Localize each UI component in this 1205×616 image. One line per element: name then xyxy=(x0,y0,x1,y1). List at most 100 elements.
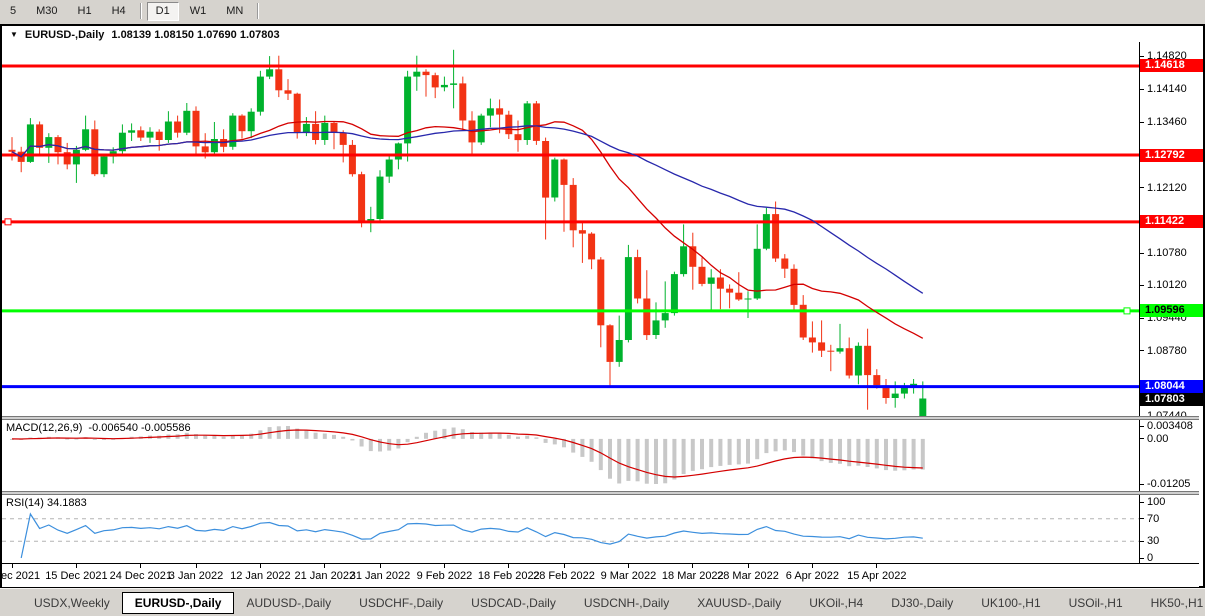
date-label: 9 Feb 2022 xyxy=(416,570,473,582)
price-chart-pane xyxy=(2,49,1139,417)
axis-tick xyxy=(1140,501,1144,503)
rsi-indicator-pane xyxy=(2,512,1139,559)
rsi-name-value: RSI(14) 34.1883 xyxy=(6,497,87,509)
axis-tick xyxy=(1140,438,1144,440)
pane-separator[interactable] xyxy=(2,491,1199,495)
symbol-tabbar: USDX,Weekly EURUSD-,Daily AUDUSD-,Daily USD… xyxy=(0,588,1205,616)
axis-tick xyxy=(1140,88,1144,90)
date-label: 6 Apr 2022 xyxy=(785,570,839,582)
price-tick-label: 1.14820 xyxy=(1147,50,1187,63)
price-line-badge: 1.11422 xyxy=(1140,215,1203,229)
date-tick xyxy=(876,564,878,568)
date-tick xyxy=(508,564,510,568)
tab-ukoil-h4[interactable]: UKOil-,H4 xyxy=(809,595,864,610)
date-tick xyxy=(811,564,813,568)
timeframe-button-h1[interactable]: H1 xyxy=(77,4,92,17)
timeframe-button-w1[interactable]: W1 xyxy=(189,4,207,17)
date-label: 24 Dec 2021 xyxy=(109,570,172,582)
timeframe-toolbar: 5 M30 H1 H4 D1 W1 MN xyxy=(0,0,1205,22)
axis-tick xyxy=(1140,350,1144,352)
price-line-badge: 1.09596 xyxy=(1140,304,1203,318)
hline-handle[interactable] xyxy=(1123,307,1131,315)
axis-tick xyxy=(1140,284,1144,286)
rsi-label: RSI(14) 34.1883 xyxy=(6,497,87,509)
ma-line-45 xyxy=(11,125,924,294)
timeframe-button-h4[interactable]: H4 xyxy=(111,4,126,17)
tab-uk100-h1[interactable]: UK100-,H1 xyxy=(981,595,1041,610)
price-tick-label: 1.13460 xyxy=(1147,116,1187,129)
date-label: 15 Apr 2022 xyxy=(847,570,907,582)
rsi-axis-label: 0 xyxy=(1147,552,1154,564)
date-label: 3 Jan 2022 xyxy=(168,570,224,582)
timeframe-button-m30[interactable]: M30 xyxy=(36,4,58,17)
tab-audusd-daily[interactable]: AUDUSD-,Daily xyxy=(246,595,332,610)
date-tick xyxy=(259,564,261,568)
axis-tick xyxy=(1140,252,1144,254)
rsi-axis-label: 30 xyxy=(1147,535,1160,548)
tab-usdcnh-daily[interactable]: USDCNH-,Daily xyxy=(583,595,670,610)
price-tick-label: 1.12120 xyxy=(1147,181,1187,194)
date-tick xyxy=(324,564,326,568)
macd-indicator-pane xyxy=(10,426,925,484)
macd-values: -0.006540 -0.005586 xyxy=(88,422,191,434)
date-tick xyxy=(563,564,565,568)
date-label: 15 Dec 2021 xyxy=(45,570,108,582)
axis-tick xyxy=(1140,317,1144,319)
chart-symbol-title: EURUSD-,Daily xyxy=(24,28,105,41)
axis-tick xyxy=(1140,557,1144,559)
price-line-badge: 1.08044 xyxy=(1140,380,1203,394)
axis-tick xyxy=(1140,483,1144,485)
date-tick xyxy=(195,564,197,568)
date-label: 18 Mar 2022 xyxy=(661,570,724,582)
rsi-axis-label: 70 xyxy=(1147,512,1160,525)
date-tick xyxy=(140,564,142,568)
timeframe-button-5[interactable]: 5 xyxy=(10,4,17,17)
macd-signal-line xyxy=(11,429,923,478)
candles-layer xyxy=(8,49,927,417)
macd-axis-label: 0.00 xyxy=(1147,432,1169,445)
axis-tick xyxy=(1140,518,1144,520)
tab-dj30-daily[interactable]: DJ30-,Daily xyxy=(891,595,954,610)
axis-tick xyxy=(1140,425,1144,427)
price-tick-label: 1.08780 xyxy=(1147,344,1187,357)
date-label: 18 Feb 2022 xyxy=(477,570,540,582)
symbol-dropdown-icon[interactable]: ▼ xyxy=(10,29,18,39)
tab-usoil-h1[interactable]: USOil-,H1 xyxy=(1068,595,1123,610)
date-tick xyxy=(627,564,629,568)
date-label: 9 Mar 2022 xyxy=(600,570,657,582)
date-label: 12 Jan 2022 xyxy=(230,570,291,582)
chart-window: ▼ EURUSD-,Daily 1.08139 1.08150 1.07690 … xyxy=(0,24,1205,588)
date-tick xyxy=(443,564,445,568)
price-tick-label: 1.10120 xyxy=(1147,279,1187,292)
axis-tick xyxy=(1140,121,1144,123)
tab-usdchf-daily[interactable]: USDCHF-,Daily xyxy=(359,595,444,610)
date-label: 28 Mar 2022 xyxy=(717,570,779,582)
current-price-badge: 1.07803 xyxy=(1140,393,1203,407)
macd-axis-label: -0.01205 xyxy=(1147,478,1191,490)
date-tick xyxy=(692,564,694,568)
macd-name: MACD(12,26,9) xyxy=(6,422,83,434)
tab-hk50-h1[interactable]: HK50-,H1 xyxy=(1150,595,1204,610)
axis-tick xyxy=(1140,540,1144,542)
date-tick xyxy=(379,564,381,568)
tab-eurusd-daily[interactable]: EURUSD-,Daily xyxy=(121,591,235,614)
price-tick-label: 1.10780 xyxy=(1147,247,1187,260)
timeframe-button-mn[interactable]: MN xyxy=(226,4,244,17)
hline-handle[interactable] xyxy=(4,218,12,226)
tab-usdcad-daily[interactable]: USDCAD-,Daily xyxy=(471,595,556,610)
price-axis-line xyxy=(1139,42,1140,563)
rsi-axis-label: 100 xyxy=(1147,496,1166,508)
macd-axis-label: 0.003408 xyxy=(1147,420,1193,432)
date-label: 21 Jan 2022 xyxy=(294,570,356,582)
tab-xauusd-daily[interactable]: XAUUSD-,Daily xyxy=(697,595,782,610)
rsi-line xyxy=(20,512,923,559)
date-tick xyxy=(75,564,77,568)
tab-usdx-weekly[interactable]: USDX,Weekly xyxy=(34,595,110,610)
timeframe-button-d1[interactable]: D1 xyxy=(146,1,179,21)
price-line-badge: 1.14618 xyxy=(1140,59,1203,73)
chart-title-row: ▼ EURUSD-,Daily 1.08139 1.08150 1.07690 … xyxy=(10,27,280,42)
pane-separator[interactable] xyxy=(2,416,1199,420)
toolbar-separator xyxy=(139,3,142,19)
price-axis-area xyxy=(1140,42,1203,563)
